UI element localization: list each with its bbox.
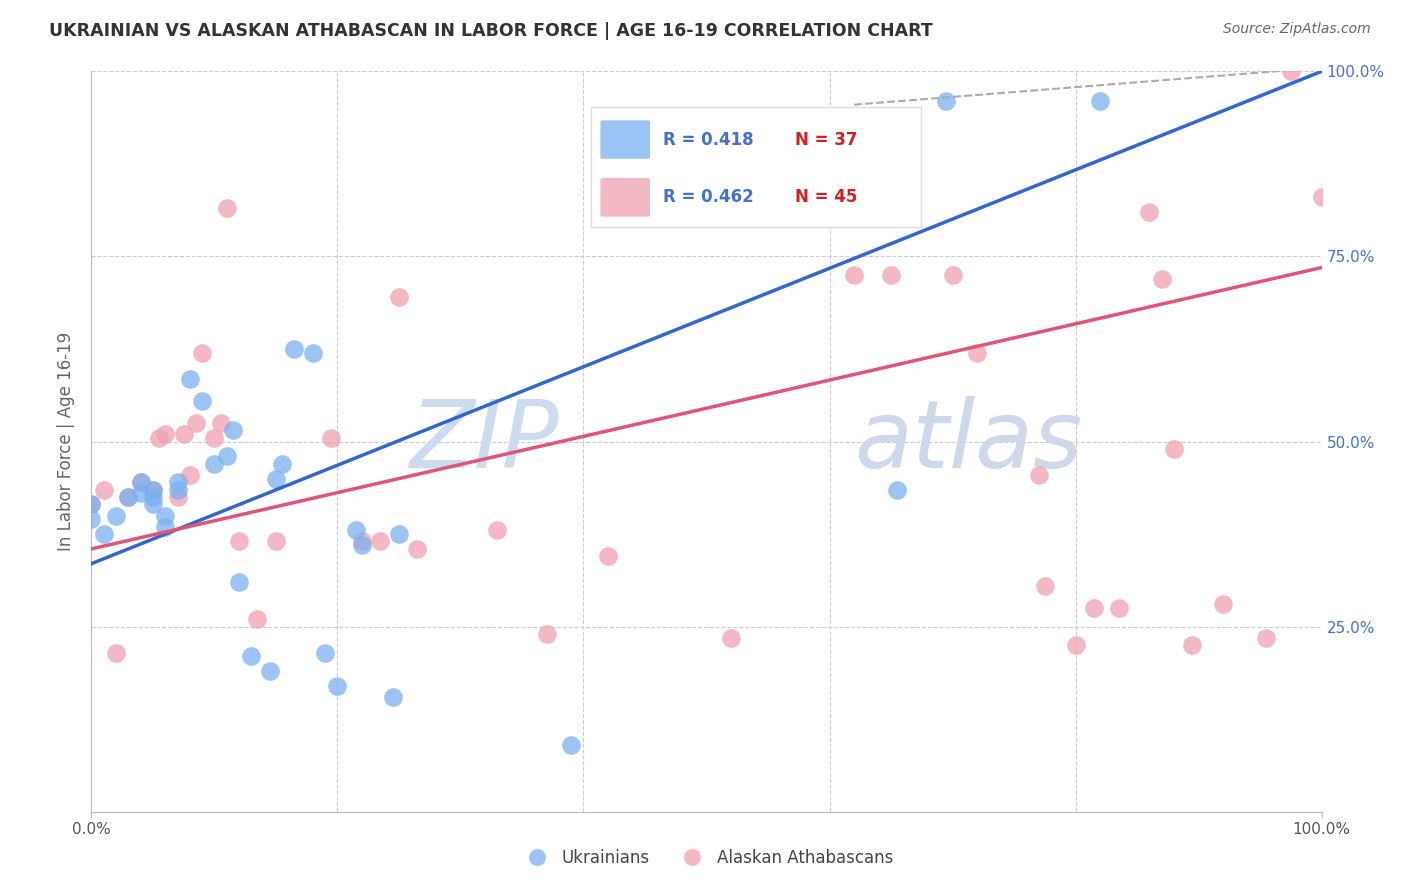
Point [105,508,127,523]
Point [246,612,269,626]
Point [352,534,374,549]
Point [388,290,411,304]
Point [191,345,214,359]
Point [117,490,139,504]
Text: N = 37: N = 37 [796,130,858,149]
Point [596,549,619,564]
Point [191,393,214,408]
Point [93,527,115,541]
Text: R = 0.418: R = 0.418 [664,130,754,149]
Point [148,431,170,445]
Point [129,475,152,490]
Point [80,498,103,512]
Point [1033,579,1056,593]
Point [1064,638,1087,652]
Point [105,646,127,660]
Point [1088,94,1111,108]
FancyBboxPatch shape [600,178,650,217]
Point [935,94,957,108]
Point [1139,205,1161,219]
Point [536,627,558,641]
Text: Source: ZipAtlas.com: Source: ZipAtlas.com [1223,22,1371,37]
Point [1310,190,1333,204]
Point [184,416,207,430]
Point [179,371,201,385]
Point [1028,467,1050,482]
Point [344,524,367,538]
Point [301,345,323,359]
Point [381,690,404,704]
Point [326,679,349,693]
Point [1256,631,1278,645]
Text: R = 0.462: R = 0.462 [664,188,754,206]
Point [1212,598,1234,612]
Point [129,486,152,500]
Text: atlas: atlas [853,396,1083,487]
Point [142,498,165,512]
Point [142,490,165,504]
Point [406,541,429,556]
Text: ZIP: ZIP [409,396,558,487]
Point [1150,271,1173,285]
Point [259,664,281,678]
Point [153,519,177,533]
Point [321,431,343,445]
Point [80,512,103,526]
Point [215,450,238,464]
Point [486,524,509,538]
Text: UKRAINIAN VS ALASKAN ATHABASCAN IN LABOR FORCE | AGE 16-19 CORRELATION CHART: UKRAINIAN VS ALASKAN ATHABASCAN IN LABOR… [49,22,934,40]
Point [1108,601,1130,615]
Point [202,457,225,471]
Point [880,268,903,282]
Point [240,649,263,664]
Legend: Ukrainians, Alaskan Athabascans: Ukrainians, Alaskan Athabascans [513,842,900,874]
Point [215,202,238,216]
Point [1279,64,1302,78]
Point [202,431,225,445]
Point [1181,638,1204,652]
Point [1163,442,1185,456]
Point [264,534,287,549]
Point [1083,601,1105,615]
Point [179,467,201,482]
Point [352,538,374,552]
Point [166,475,188,490]
Point [941,268,963,282]
Point [93,483,115,497]
Point [153,427,177,442]
FancyBboxPatch shape [600,120,650,159]
Point [264,471,287,485]
Point [173,427,195,442]
Point [228,534,250,549]
Point [166,490,188,504]
Point [142,483,165,497]
Point [271,457,294,471]
Point [117,490,139,504]
Point [966,345,988,359]
Point [142,483,165,497]
Point [228,575,250,590]
Point [720,631,742,645]
Point [129,475,152,490]
Y-axis label: In Labor Force | Age 16-19: In Labor Force | Age 16-19 [58,332,76,551]
Point [560,738,582,752]
Point [388,527,411,541]
Point [886,483,908,497]
Point [314,646,336,660]
Point [283,342,305,356]
Text: N = 45: N = 45 [796,188,858,206]
Point [222,424,245,438]
Point [80,498,103,512]
Point [209,416,232,430]
Point [842,268,865,282]
Point [370,534,392,549]
Point [153,508,177,523]
Point [166,483,188,497]
